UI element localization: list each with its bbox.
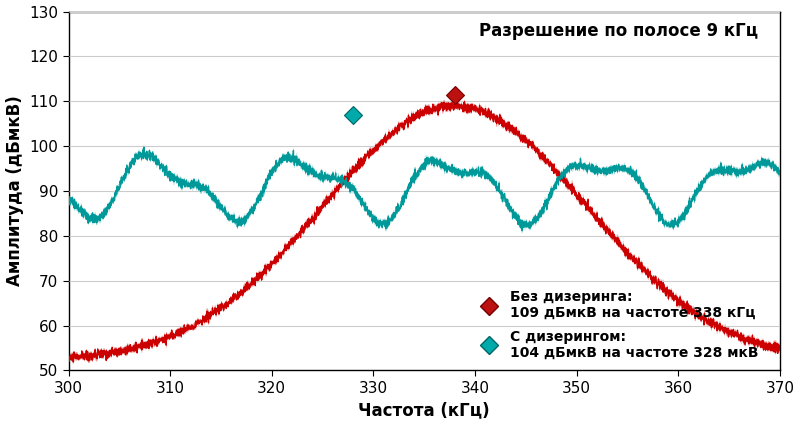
- X-axis label: Частота (кГц): Частота (кГц): [358, 402, 490, 419]
- Legend: Без дизеринга:
109 дБмкВ на частоте 338 кГц, С дизерингом:
104 дБмкВ на частоте : Без дизеринга: 109 дБмкВ на частоте 338 …: [475, 290, 758, 360]
- Text: Разрешение по полосе 9 кГц: Разрешение по полосе 9 кГц: [479, 23, 758, 40]
- Y-axis label: Амплитуда (дБмкВ): Амплитуда (дБмкВ): [6, 96, 23, 286]
